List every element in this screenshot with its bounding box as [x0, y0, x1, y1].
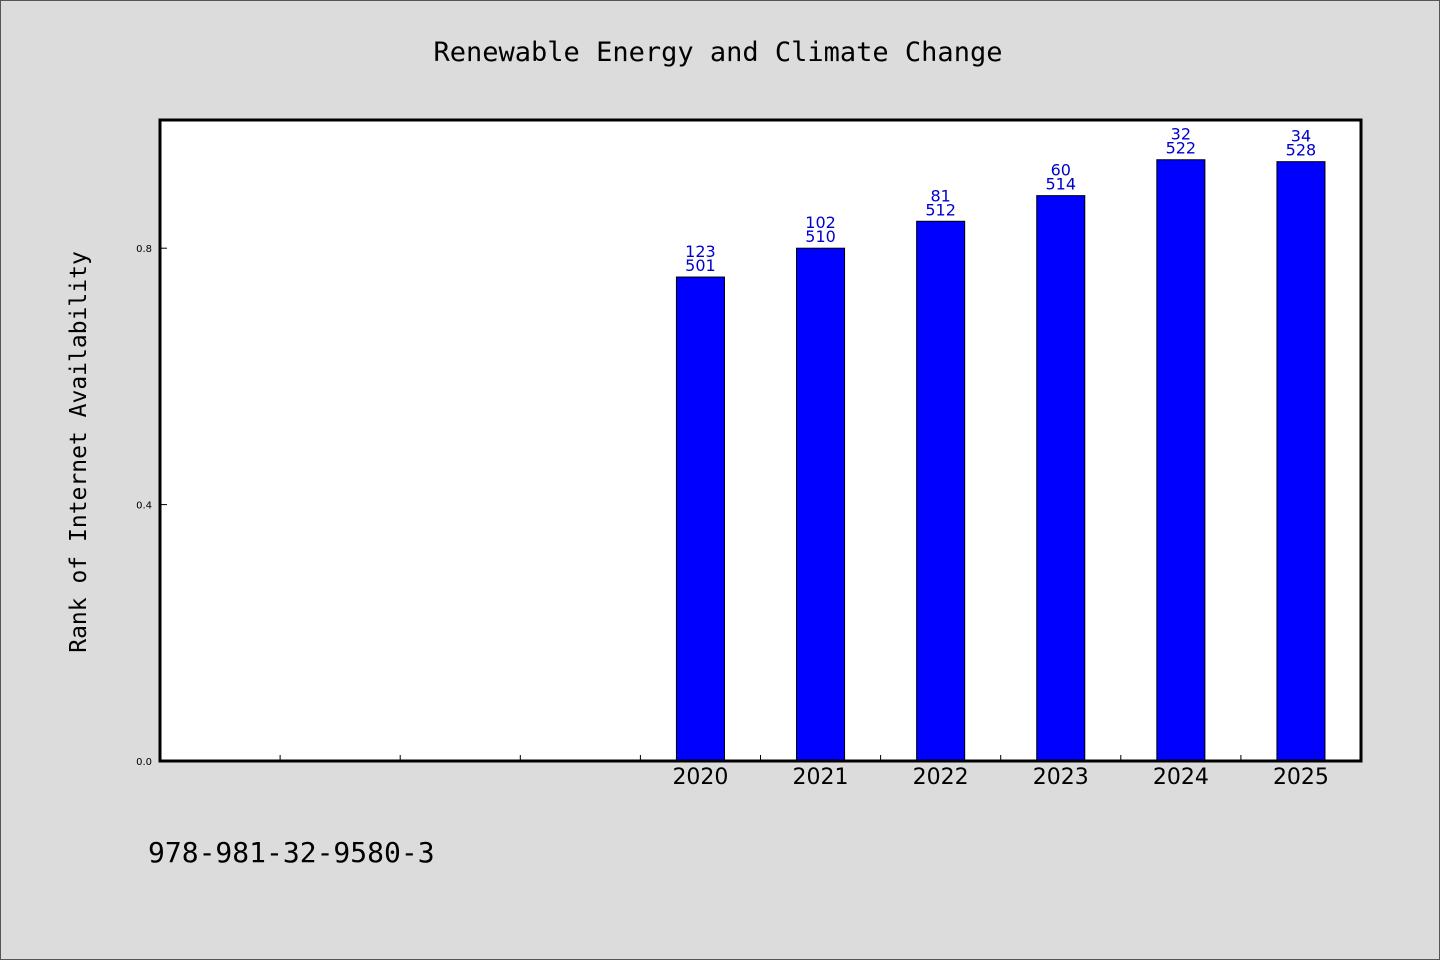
chart-title: Renewable Energy and Climate Change	[434, 37, 1003, 68]
plot-border	[158, 118, 1363, 763]
y-tick-label-0.4: 0.4	[136, 501, 152, 512]
bar-label-lower-2020: 501	[685, 256, 716, 275]
bar-label-upper-2020: 123	[685, 242, 716, 261]
y-tick-label-0.0: 0.0	[136, 757, 152, 768]
y-tick-label-0.8: 0.8	[136, 244, 152, 255]
bar-2022	[916, 220, 966, 762]
x-tick-label-2020: 2020	[672, 765, 728, 790]
x-tick-label-2022: 2022	[913, 765, 969, 790]
bar-label-lower-2022: 512	[925, 200, 956, 219]
x-tick-label-2024: 2024	[1153, 765, 1209, 790]
bar-label-lower-2023: 514	[1045, 175, 1076, 194]
x-tick-label-2023: 2023	[1033, 765, 1089, 790]
bar-label-lower-2024: 522	[1166, 139, 1197, 158]
bar-2025	[1276, 161, 1326, 762]
bar-2024	[1156, 159, 1206, 762]
bar-label-upper-2021: 102	[805, 213, 836, 232]
bar-2021	[796, 247, 846, 762]
bar-label-upper-2022: 81	[930, 186, 950, 205]
x-tick-label-2021: 2021	[793, 765, 849, 790]
isbn-label: 978-981-32-9580-3	[148, 836, 435, 869]
x-tick-label-2025: 2025	[1273, 765, 1329, 790]
bar-2023	[1036, 195, 1086, 762]
bar-label-lower-2021: 510	[805, 227, 836, 246]
bar-2020	[675, 276, 725, 762]
bars-layer	[675, 159, 1326, 762]
bar-label-lower-2025: 528	[1286, 141, 1317, 160]
ticks-layer: 2020 2021 2022 2023 2024 2025 0.0 0.4 0.8	[136, 244, 1329, 790]
bar-label-upper-2023: 60	[1051, 161, 1071, 180]
y-axis-label: Rank of Internet Availability	[66, 251, 92, 653]
bar-label-upper-2024: 32	[1171, 125, 1191, 144]
bar-label-upper-2025: 34	[1291, 127, 1311, 146]
